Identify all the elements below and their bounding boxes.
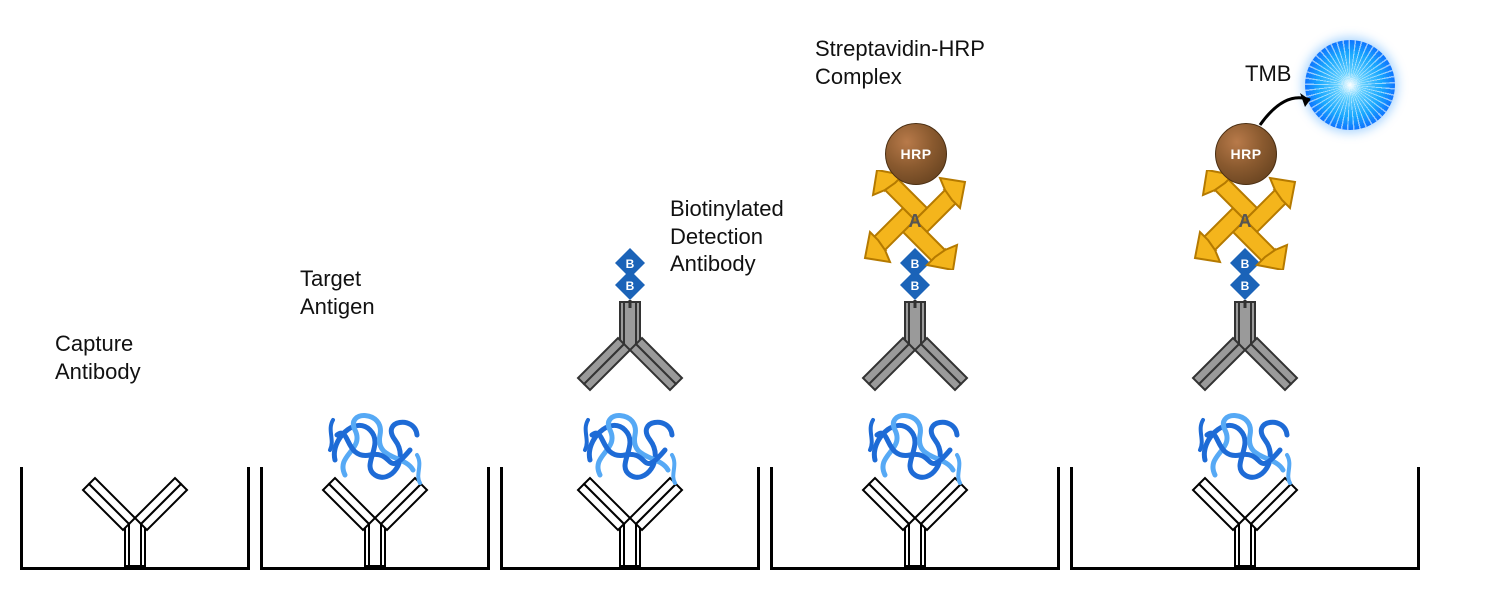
step-label: TMB [1245, 60, 1291, 88]
svg-text:B: B [626, 257, 635, 271]
elisa-step-panel: B B A HRP [1070, 30, 1420, 570]
streptavidin-icon: A [860, 170, 970, 270]
detection-antibody-icon [570, 300, 690, 420]
step-label: Capture Antibody [55, 330, 141, 385]
streptavidin-icon: A [1190, 170, 1300, 270]
elisa-step-panel: B B A HRP [770, 30, 1060, 570]
step-label: Target Antigen [300, 265, 375, 320]
hrp-enzyme-icon: HRP [885, 123, 947, 185]
svg-text:A: A [1239, 211, 1252, 231]
capture-antibody-icon [75, 448, 195, 568]
svg-text:B: B [1241, 279, 1250, 293]
svg-text:B: B [626, 279, 635, 293]
step-label: Biotinylated Detection Antibody [670, 195, 784, 278]
detection-antibody-icon [1185, 300, 1305, 420]
step-label: Streptavidin-HRP Complex [815, 35, 985, 90]
elisa-step-panel [20, 30, 250, 570]
target-antigen-icon [325, 405, 425, 485]
svg-text:B: B [911, 279, 920, 293]
svg-text:A: A [909, 211, 922, 231]
tmb-arrow-icon [1255, 85, 1325, 135]
elisa-step-panel: B B [500, 30, 760, 570]
biotin-icon: B B [612, 248, 648, 308]
elisa-step-panel [260, 30, 490, 570]
detection-antibody-icon [855, 300, 975, 420]
